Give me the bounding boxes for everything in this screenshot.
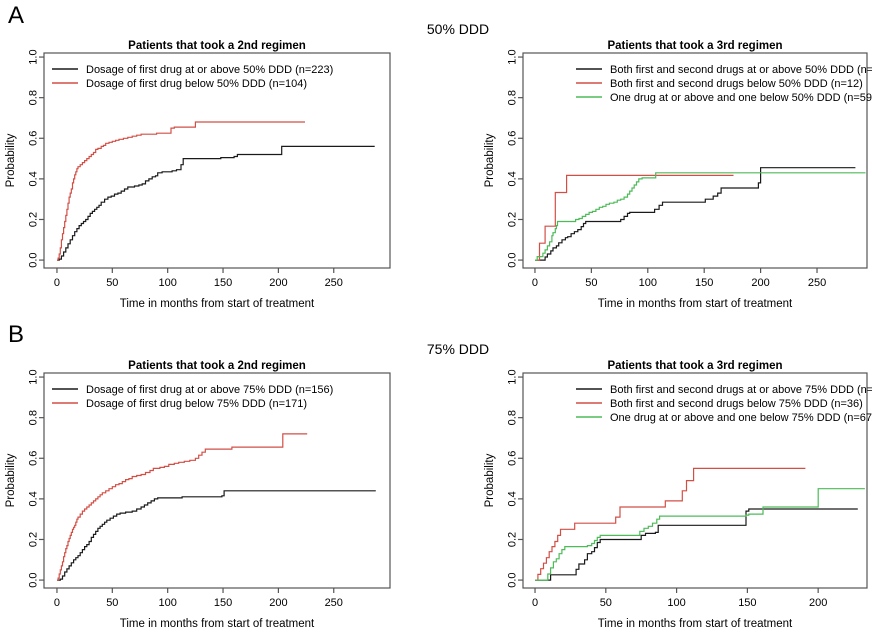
plot-box (43, 372, 391, 589)
x-tick-label: 200 (269, 597, 287, 609)
y-tick-label: 0.6 (28, 451, 40, 466)
legend-label: Dosage of first drug below 50% DDD (n=10… (86, 78, 307, 90)
y-tick-label: 0.4 (28, 171, 40, 186)
x-tick-label: 0 (54, 277, 60, 289)
x-tick-label: 250 (808, 277, 826, 289)
panel-title: Patients that took a 3rd regimen (607, 360, 782, 372)
series-curve (535, 508, 858, 581)
y-axis-label: Probability (484, 133, 496, 187)
y-tick-label: 0.8 (28, 90, 40, 105)
panel-title: Patients that took a 2nd regimen (128, 40, 306, 52)
legend-label: Both first and second drugs at or above … (610, 384, 872, 396)
y-tick-label: 1.0 (28, 49, 40, 64)
y-tick-label: 1.0 (28, 369, 40, 384)
series-curve (57, 145, 375, 261)
y-tick-label: 0.6 (28, 131, 40, 146)
panel-b-3rd-regimen-chart: Patients that took a 3rd regimen 0 50 100 15… (484, 360, 872, 630)
legend-label: Both first and second drugs at or above … (610, 64, 872, 76)
y-tick-label: 1.0 (507, 49, 519, 64)
x-tick-label: 50 (600, 597, 612, 609)
x-tick-label: 0 (532, 277, 538, 289)
x-tick-label: 250 (325, 277, 343, 289)
legend-label: One drug at or above and one below 50% D… (610, 92, 872, 104)
legend-label: Dosage of first drug below 75% DDD (n=17… (86, 398, 307, 410)
y-tick-label: 0.4 (28, 491, 40, 506)
x-tick-label: 50 (106, 277, 118, 289)
series-curve (535, 467, 806, 581)
x-tick-label: 100 (667, 597, 685, 609)
y-tick-label: 0.0 (28, 572, 40, 587)
y-tick-label: 0.8 (507, 410, 519, 425)
y-tick-label: 0.0 (507, 252, 519, 267)
y-axis-label: Probability (5, 133, 17, 187)
x-axis-label: Time in months from start of treatment (598, 618, 793, 630)
panel-title: Patients that took a 3rd regimen (607, 40, 782, 52)
y-axis-label: Probability (484, 453, 496, 507)
section-b-label: B (8, 321, 25, 348)
y-tick-label: 0.4 (507, 491, 519, 506)
y-tick-label: 1.0 (507, 369, 519, 384)
x-tick-label: 250 (325, 597, 343, 609)
series-curve (535, 172, 866, 261)
panel-a-3rd-regimen-chart: Patients that took a 3rd regimen 0 50 100 15… (484, 40, 872, 310)
x-tick-label: 0 (54, 597, 60, 609)
series-curve (57, 490, 376, 581)
y-tick-label: 0.6 (507, 131, 519, 146)
x-tick-label: 100 (158, 597, 176, 609)
panel-b-2nd-regimen-chart: Patients that took a 2nd regimen 0 50 100 15… (5, 360, 391, 630)
y-tick-label: 0.2 (28, 532, 40, 547)
series-curve (57, 121, 305, 261)
x-tick-label: 50 (585, 277, 597, 289)
plot-box (522, 372, 868, 589)
series-curve (535, 488, 865, 581)
series-curve (535, 174, 734, 261)
legend-label: Both first and second drugs below 75% DD… (610, 398, 863, 410)
plot-box (43, 52, 391, 269)
x-tick-label: 200 (751, 277, 769, 289)
x-tick-label: 50 (106, 597, 118, 609)
x-axis-label: Time in months from start of treatment (120, 298, 315, 310)
y-tick-label: 0.0 (28, 252, 40, 267)
x-tick-label: 150 (738, 597, 756, 609)
x-tick-label: 150 (214, 277, 232, 289)
x-tick-label: 100 (158, 277, 176, 289)
x-tick-label: 200 (269, 277, 287, 289)
y-tick-label: 0.8 (28, 410, 40, 425)
x-tick-label: 0 (532, 597, 538, 609)
x-axis-label: Time in months from start of treatment (598, 298, 793, 310)
x-tick-label: 100 (639, 277, 657, 289)
legend-label: Both first and second drugs below 50% DD… (610, 78, 863, 90)
x-axis-label: Time in months from start of treatment (120, 618, 315, 630)
plot-box (522, 52, 868, 269)
y-tick-label: 0.4 (507, 171, 519, 186)
x-tick-label: 150 (214, 597, 232, 609)
x-tick-label: 200 (809, 597, 827, 609)
series-curve (535, 167, 856, 261)
legend-label: One drug at or above and one below 75% D… (610, 412, 872, 424)
y-tick-label: 0.2 (507, 212, 519, 227)
y-tick-label: 0.0 (507, 572, 519, 587)
series-curve (57, 433, 308, 581)
panel-title: Patients that took a 2nd regimen (128, 360, 306, 372)
y-tick-label: 0.2 (28, 212, 40, 227)
group-b-heading: 75% DDD (426, 341, 490, 357)
legend-label: Dosage of first drug at or above 75% DDD… (86, 384, 333, 396)
y-tick-label: 0.8 (507, 90, 519, 105)
y-axis-label: Probability (5, 453, 17, 507)
section-a-label: A (8, 2, 25, 29)
legend-label: Dosage of first drug at or above 50% DDD… (86, 64, 333, 76)
y-tick-label: 0.2 (507, 532, 519, 547)
y-tick-label: 0.6 (507, 451, 519, 466)
x-tick-label: 150 (695, 277, 713, 289)
panel-a-2nd-regimen-chart: Patients that took a 2nd regimen 0 50 100 15… (5, 40, 391, 310)
group-a-heading: 50% DDD (426, 21, 490, 37)
